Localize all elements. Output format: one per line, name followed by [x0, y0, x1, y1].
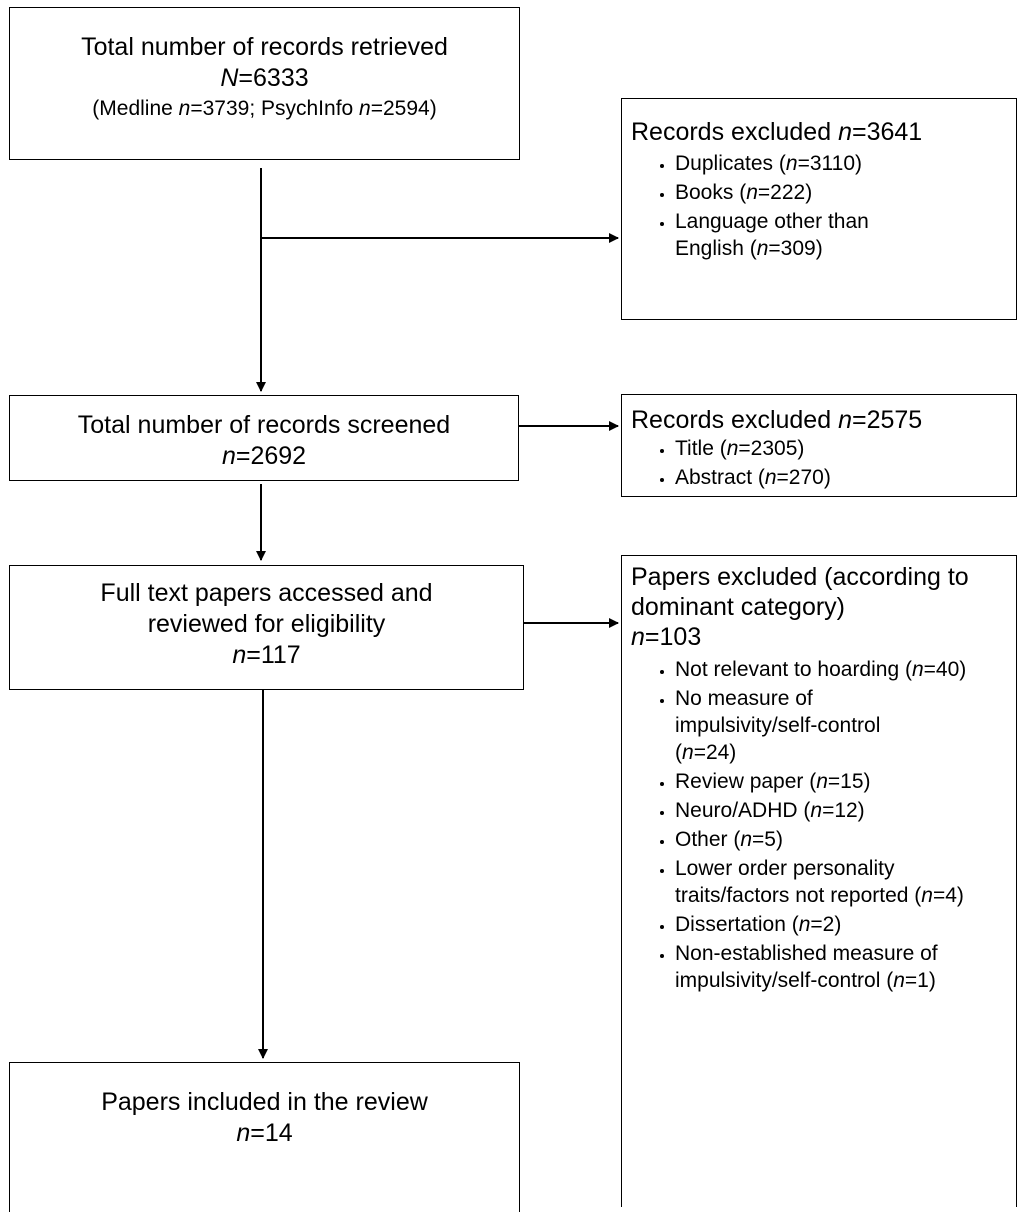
papers-excluded-box: Papers excluded (according to dominant c…: [621, 555, 1017, 1207]
full-text-title-line-1: Full text papers accessed and: [100, 579, 433, 607]
papers-excluded-heading: Papers excluded (according to dominant c…: [631, 563, 969, 621]
full-text-count: n=117: [232, 641, 301, 669]
list-item: Abstract (n=270): [675, 464, 1010, 491]
list-item: Title (n=2305): [675, 435, 1010, 462]
records-excluded-list-1: Duplicates (n=3110) Books (n=222) Langua…: [631, 150, 1010, 262]
list-item: Other (n=5): [675, 826, 1010, 853]
papers-excluded-count: n=103: [631, 623, 702, 651]
records-excluded-list-2: Title (n=2305) Abstract (n=270): [631, 435, 1010, 491]
papers-excluded-list: Not relevant to hoarding (n=40) No measu…: [631, 656, 1010, 994]
full-text-box: Full text papers accessed and reviewed f…: [9, 565, 524, 690]
records-retrieved-title: Total number of records retrieved: [81, 33, 448, 61]
list-item: Review paper (n=15): [675, 768, 1010, 795]
records-screened-count: n=2692: [221, 442, 307, 470]
list-item: Dissertation (n=2): [675, 911, 1010, 938]
papers-included-box: Papers included in the review n=14: [9, 1062, 520, 1212]
papers-included-count: n=14: [236, 1119, 293, 1147]
list-item: Not relevant to hoarding (n=40): [675, 656, 985, 683]
list-item: Neuro/ADHD (n=12): [675, 797, 1010, 824]
records-excluded-box-1: Records excluded n=3641 Duplicates (n=31…: [621, 98, 1017, 320]
papers-included-title: Papers included in the review: [101, 1088, 428, 1116]
records-screened-title: Total number of records screened: [77, 411, 451, 439]
list-item: Language other than English (n=309): [675, 208, 935, 262]
records-excluded-heading-1: Records excluded n=3641: [631, 118, 923, 146]
records-excluded-heading-2: Records excluded n=2575: [631, 406, 923, 434]
records-retrieved-sources: (Medline n=3739; PsychInfo n=2594): [92, 97, 437, 120]
list-item: Books (n=222): [675, 179, 1010, 206]
list-item: Non-established measure of impulsivity/s…: [675, 940, 975, 994]
records-screened-box: Total number of records screened n=2692: [9, 395, 519, 481]
full-text-title-line-2: reviewed for eligibility: [147, 610, 386, 638]
list-item: Lower order personality traits/factors n…: [675, 855, 975, 909]
list-item: Duplicates (n=3110): [675, 150, 1010, 177]
records-excluded-box-2: Records excluded n=2575 Title (n=2305) A…: [621, 394, 1017, 497]
records-retrieved-count: N=6333: [220, 64, 309, 92]
records-retrieved-box: Total number of records retrieved N=6333…: [9, 7, 520, 160]
list-item: No measure of impulsivity/self-control (…: [675, 685, 935, 766]
